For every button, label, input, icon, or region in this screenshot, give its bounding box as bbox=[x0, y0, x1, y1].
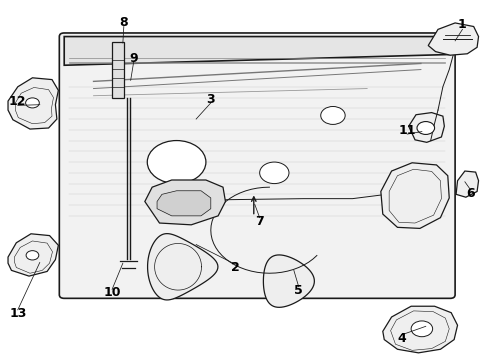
Text: 3: 3 bbox=[206, 93, 215, 106]
Text: 8: 8 bbox=[120, 16, 128, 29]
Circle shape bbox=[147, 140, 206, 184]
Polygon shape bbox=[157, 191, 211, 216]
Text: 1: 1 bbox=[458, 18, 467, 31]
Polygon shape bbox=[428, 23, 479, 55]
Text: 5: 5 bbox=[294, 284, 303, 297]
Text: 9: 9 bbox=[129, 52, 138, 65]
Polygon shape bbox=[409, 113, 444, 142]
Polygon shape bbox=[456, 171, 479, 197]
Text: 7: 7 bbox=[255, 215, 264, 228]
Text: 10: 10 bbox=[103, 287, 121, 300]
Text: 4: 4 bbox=[397, 332, 406, 345]
Circle shape bbox=[25, 98, 39, 108]
FancyBboxPatch shape bbox=[59, 33, 455, 298]
Circle shape bbox=[417, 122, 435, 134]
Text: 2: 2 bbox=[231, 261, 240, 274]
Polygon shape bbox=[264, 255, 315, 307]
Text: 13: 13 bbox=[9, 307, 26, 320]
Polygon shape bbox=[381, 163, 449, 228]
Polygon shape bbox=[64, 37, 450, 65]
Polygon shape bbox=[8, 78, 58, 129]
Circle shape bbox=[26, 251, 39, 260]
Polygon shape bbox=[383, 306, 458, 353]
Text: 11: 11 bbox=[398, 124, 416, 137]
Circle shape bbox=[321, 107, 345, 125]
Polygon shape bbox=[8, 234, 58, 276]
Polygon shape bbox=[145, 180, 225, 225]
Text: 6: 6 bbox=[466, 187, 475, 200]
Circle shape bbox=[411, 321, 433, 337]
Text: 12: 12 bbox=[9, 95, 26, 108]
Circle shape bbox=[260, 162, 289, 184]
FancyBboxPatch shape bbox=[112, 42, 124, 98]
Polygon shape bbox=[147, 234, 218, 300]
